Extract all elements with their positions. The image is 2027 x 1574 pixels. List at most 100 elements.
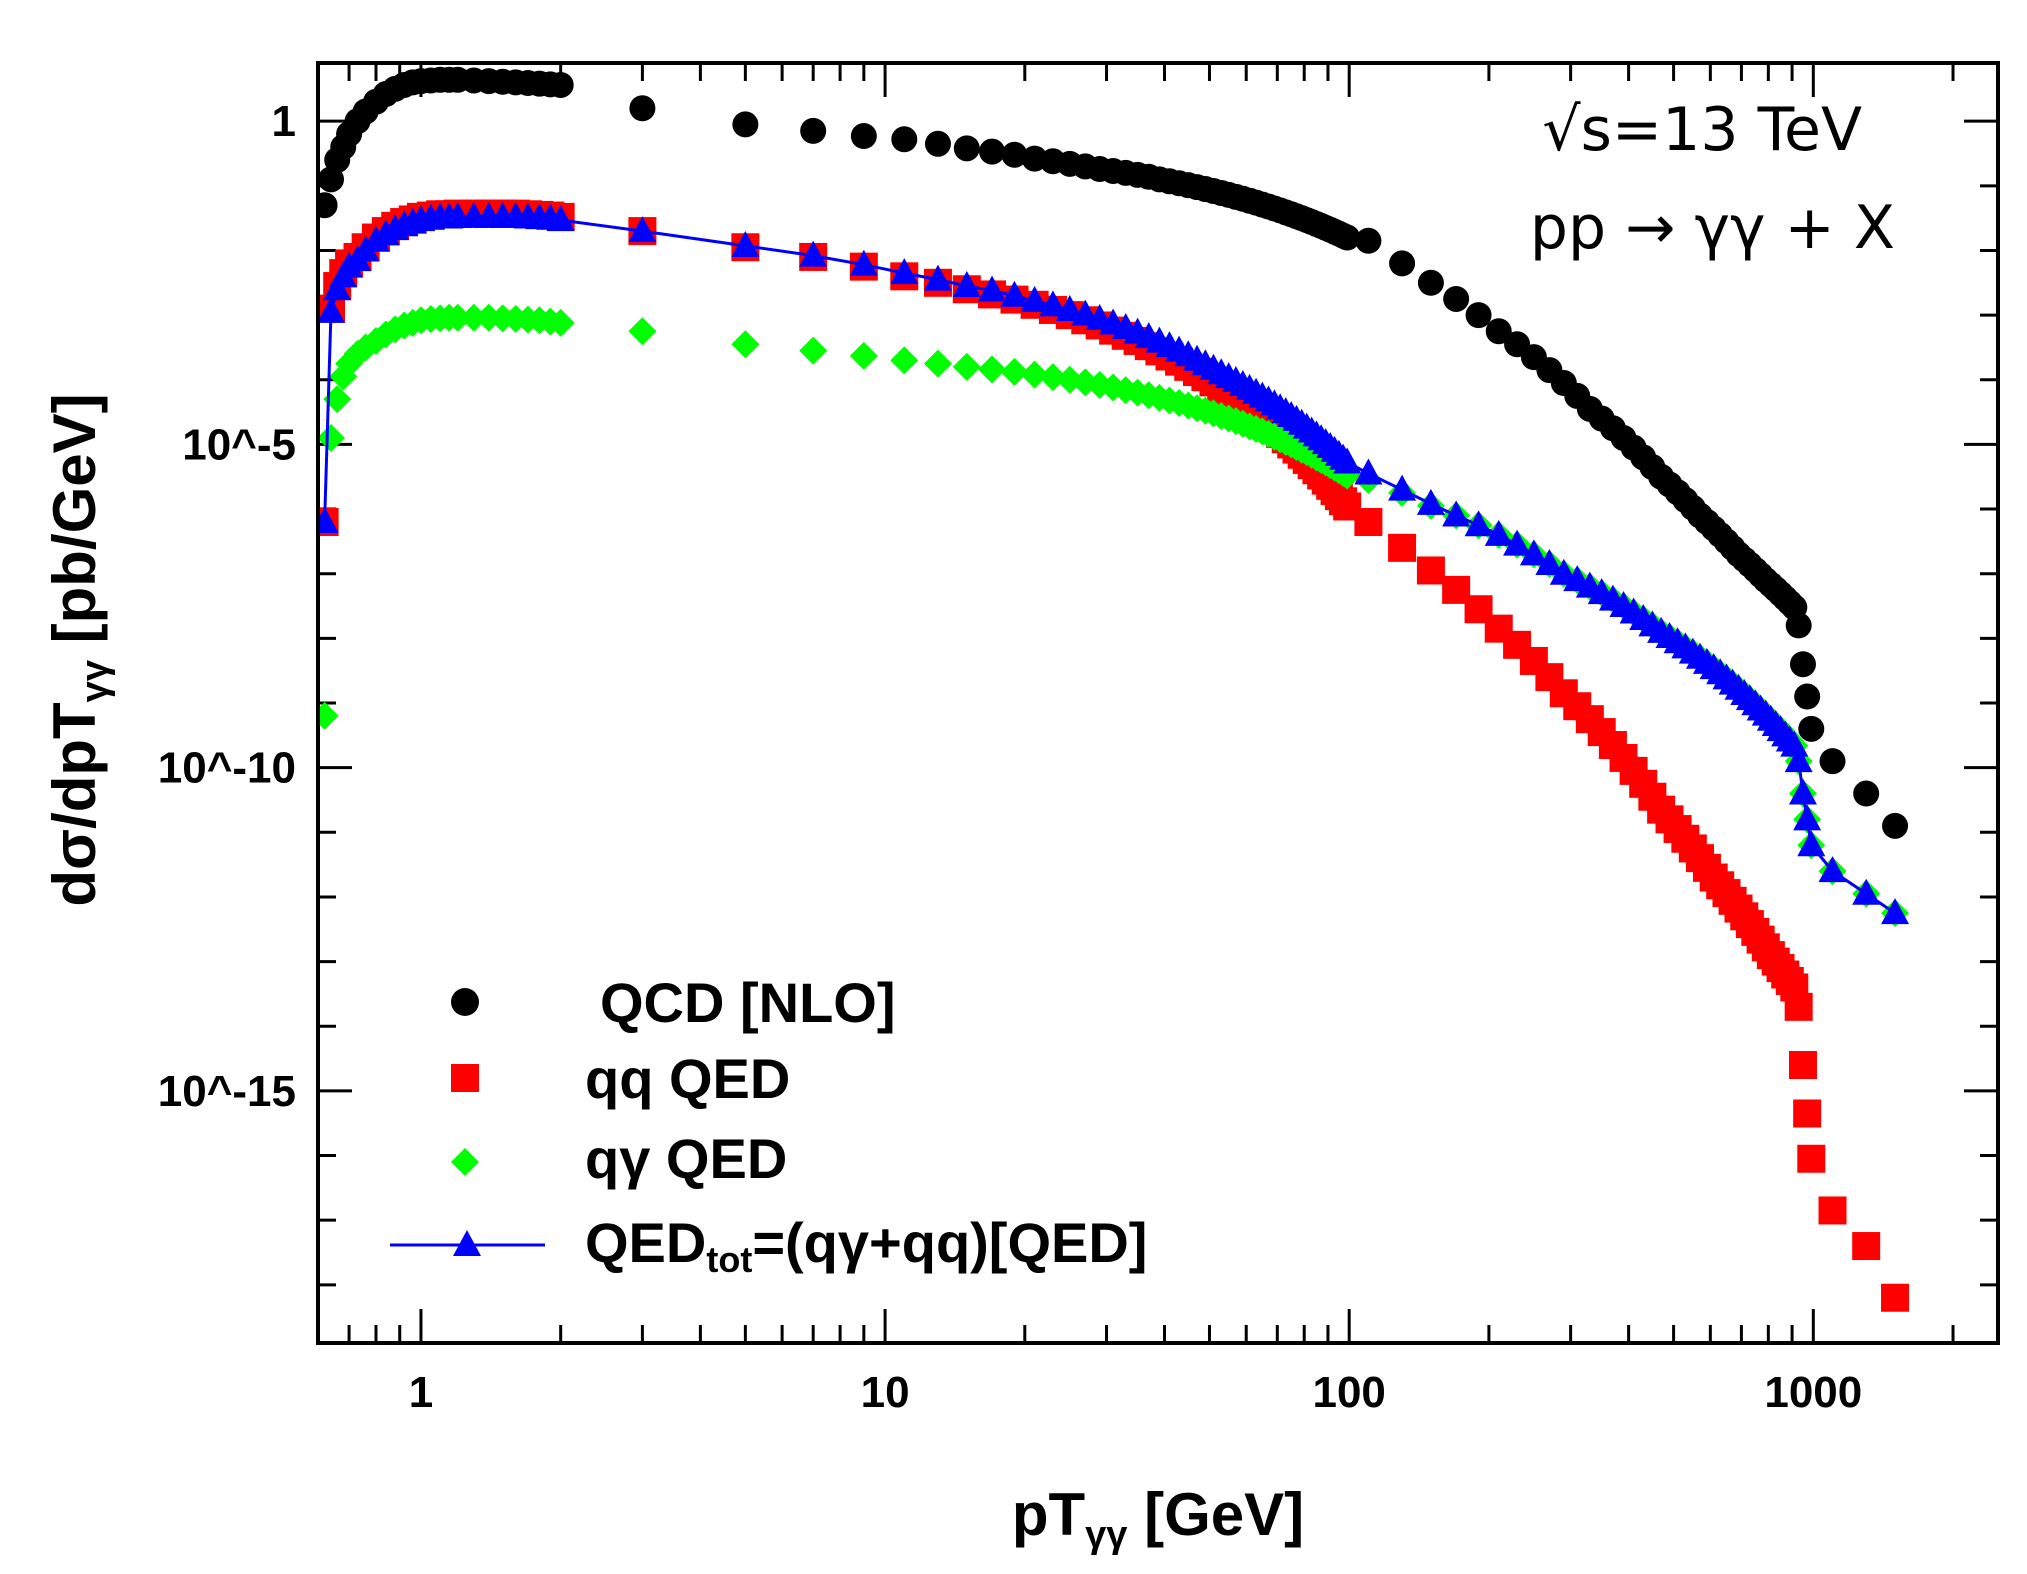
- data-point: [1443, 285, 1470, 312]
- data-point: [978, 275, 1007, 302]
- data-point: [1354, 458, 1383, 485]
- energy-annotation: √s=13 TeV: [1542, 95, 1862, 165]
- data-point: [1417, 269, 1444, 296]
- data-point: [1950, 0, 1976, 13]
- data-point: [731, 230, 760, 257]
- data-point: [1793, 804, 1822, 831]
- data-point: [849, 341, 878, 370]
- series-layer: [318, 0, 1995, 1312]
- data-point: [1389, 250, 1416, 277]
- data-point: [1929, 0, 1957, 28]
- data-point: [1055, 294, 1084, 321]
- data-point: [318, 192, 338, 219]
- legend-marker-qcd: [451, 988, 479, 1016]
- data-point: [1001, 141, 1028, 168]
- data-point: [1819, 748, 1846, 775]
- plot-frame: [316, 61, 2000, 1345]
- legend-marker-qgamma: [451, 1148, 479, 1176]
- y-tick-label: 1: [272, 97, 296, 146]
- data-point: [1797, 830, 1826, 857]
- data-point: [923, 264, 952, 291]
- axis-ticks: [316, 63, 1998, 1343]
- x-axis-title: pTγγ [GeV]: [1012, 1481, 1304, 1556]
- data-point: [1852, 878, 1881, 905]
- data-point: [1789, 651, 1816, 678]
- data-point: [923, 349, 952, 378]
- y-tick-label: 10^-15: [158, 1067, 296, 1116]
- tick-labels: 1 10 100 1000 1 10^-5 10^-10 10^-15: [158, 97, 1862, 1417]
- data-point: [953, 135, 980, 162]
- data-point: [1416, 488, 1445, 515]
- data-point: [1907, 0, 1933, 13]
- data-point: [1853, 780, 1880, 807]
- legend: QCD [NLO] qq QED qγ QED QEDtot=(qγ+qq)[Q…: [390, 971, 1147, 1280]
- data-point: [547, 71, 574, 98]
- data-point: [1038, 290, 1067, 317]
- data-point: [318, 701, 339, 730]
- data-point: [952, 271, 981, 298]
- data-point: [1388, 533, 1417, 562]
- legend-label-qcd: QCD [NLO]: [600, 971, 896, 1034]
- data-point: [890, 346, 919, 375]
- data-point: [628, 216, 657, 243]
- data-point: [1797, 1144, 1826, 1173]
- data-point: [1503, 529, 1532, 556]
- data-point: [978, 355, 1007, 384]
- data-point: [1852, 1232, 1881, 1261]
- data-point: [1906, 0, 1934, 28]
- data-point: [318, 423, 346, 452]
- series-3: [318, 201, 1910, 925]
- x-tick-label: 1000: [1764, 1368, 1862, 1417]
- data-point: [1333, 447, 1362, 474]
- data-point: [890, 258, 919, 285]
- data-point: [546, 308, 575, 337]
- y-tick-label: 10^-10: [158, 744, 296, 793]
- data-point: [459, 303, 488, 332]
- data-point: [1354, 507, 1383, 536]
- data-point: [1038, 363, 1067, 392]
- data-point: [952, 352, 981, 381]
- data-point: [799, 336, 828, 365]
- data-point: [850, 123, 877, 150]
- data-point: [1465, 302, 1492, 329]
- data-point: [323, 385, 352, 414]
- data-point: [1798, 715, 1825, 742]
- data-point: [1784, 746, 1813, 773]
- process-annotation: pp → γγ + X: [1530, 193, 1895, 263]
- data-point: [1784, 992, 1813, 1021]
- data-point: [891, 126, 918, 153]
- data-point: [1355, 227, 1382, 254]
- data-point: [1785, 612, 1812, 639]
- data-point: [1388, 474, 1417, 501]
- data-point: [731, 330, 760, 359]
- data-point: [799, 240, 828, 267]
- data-point: [1968, 0, 1994, 13]
- legend-label-qq: qq QED: [585, 1047, 790, 1110]
- data-point: [1949, 0, 1977, 28]
- data-point: [1788, 778, 1817, 805]
- data-point: [1020, 360, 1049, 389]
- data-point: [1519, 539, 1548, 566]
- data-point: [1793, 1099, 1822, 1128]
- data-point: [1485, 318, 1512, 345]
- data-point: [1788, 1051, 1817, 1080]
- data-point: [732, 111, 759, 138]
- data-point: [1794, 683, 1821, 710]
- data-point: [1818, 856, 1847, 883]
- legend-label-qedtot: QEDtot=(qγ+qq)[QED]: [585, 1211, 1147, 1280]
- x-tick-label: 10: [861, 1368, 910, 1417]
- data-point: [1334, 224, 1361, 251]
- data-point: [924, 130, 951, 157]
- data-point: [1020, 285, 1049, 312]
- data-point: [1818, 1196, 1847, 1225]
- data-point: [1882, 812, 1909, 839]
- data-point: [546, 205, 575, 232]
- y-axis-title: dσ/dpTγγ [pb/GeV]: [41, 393, 116, 906]
- data-point: [1967, 0, 1995, 28]
- data-point: [1442, 500, 1471, 527]
- data-point: [979, 138, 1006, 165]
- data-point: [1881, 1283, 1910, 1312]
- data-point: [1780, 730, 1809, 757]
- legend-marker-qedtot: [453, 1230, 481, 1256]
- data-point: [1000, 358, 1029, 387]
